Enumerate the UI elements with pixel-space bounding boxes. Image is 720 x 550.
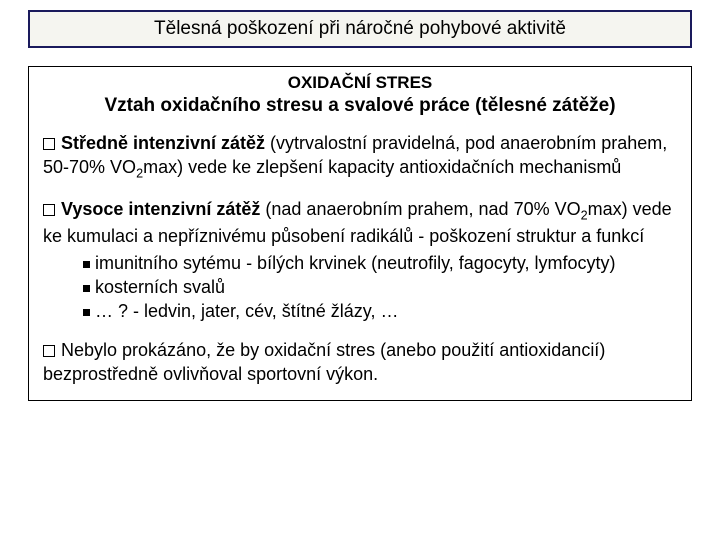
title-box: Tělesná poškození při náročné pohybové a… <box>28 10 692 48</box>
p2-text-a: (nad anaerobním prahem, nad 70% VO <box>260 199 580 219</box>
p1-bold: Středně intenzivní zátěž <box>61 133 265 153</box>
sub1-text: imunitního sytému - bílých krvinek (neut… <box>95 253 616 273</box>
page-title: Tělesná poškození při náročné pohybové a… <box>154 18 566 39</box>
list-item: imunitního sytému - bílých krvinek (neut… <box>83 251 677 275</box>
paragraph-3: Nebylo prokázáno, že by oxidační stres (… <box>43 338 677 387</box>
content-box: OXIDAČNÍ STRES Vztah oxidačního stresu a… <box>28 66 692 401</box>
paragraph-1: Středně intenzivní zátěž (vytrvalostní p… <box>43 131 677 183</box>
paragraph-2: Vysoce intenzivní zátěž (nad anaerobním … <box>43 197 677 249</box>
p2-sub: 2 <box>581 208 588 222</box>
filled-square-bullet-icon <box>83 261 90 268</box>
list-item: kosterních svalů <box>83 275 677 299</box>
square-bullet-icon <box>43 345 55 357</box>
sub2-text: kosterních svalů <box>95 277 225 297</box>
p3-text: Nebylo prokázáno, že by oxidační stres (… <box>43 340 605 384</box>
square-bullet-icon <box>43 138 55 150</box>
square-bullet-icon <box>43 204 55 216</box>
filled-square-bullet-icon <box>83 309 90 316</box>
sub-list: imunitního sytému - bílých krvinek (neut… <box>83 251 677 324</box>
relation-title: Vztah oxidačního stresu a svalové práce … <box>43 95 677 117</box>
filled-square-bullet-icon <box>83 285 90 292</box>
section-title: OXIDAČNÍ STRES <box>43 73 677 93</box>
p1-text-b: max) vede ke zlepšení kapacity antioxida… <box>143 157 621 177</box>
sub3-text: … ? - ledvin, jater, cév, štítné žlázy, … <box>95 301 398 321</box>
list-item: … ? - ledvin, jater, cév, štítné žlázy, … <box>83 299 677 323</box>
p2-bold: Vysoce intenzivní zátěž <box>61 199 260 219</box>
